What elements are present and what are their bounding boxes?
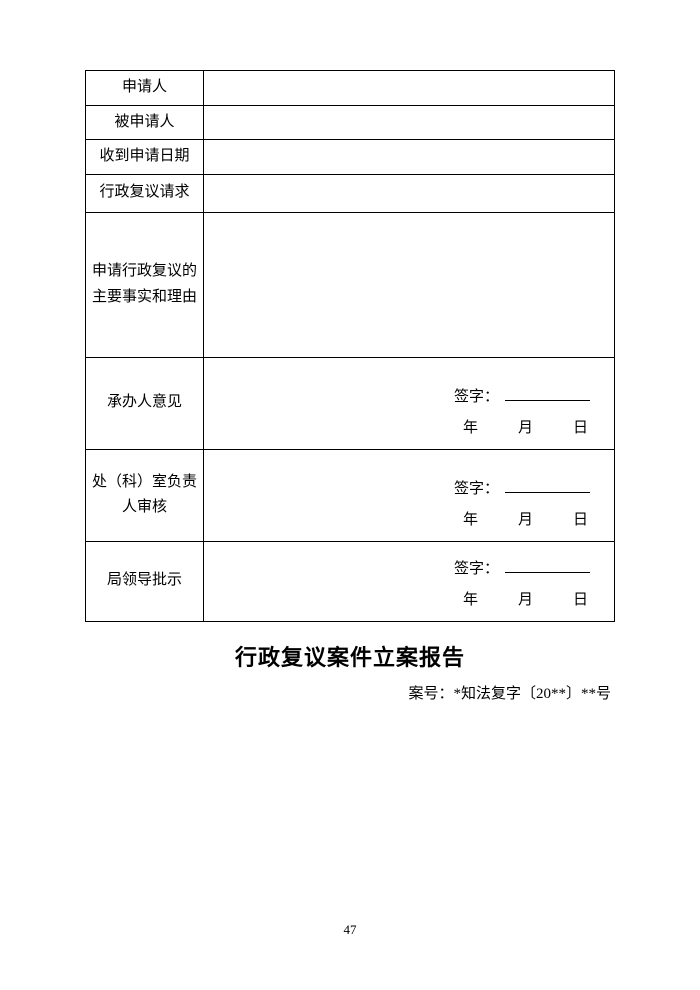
date-line: 年 月 日 [210,588,590,609]
label-bureau-approval: 局领导批示 [86,541,204,621]
page-number: 47 [0,922,700,938]
signature-label: 签字： [454,385,499,406]
signature-line [505,386,590,401]
date-line: 年 月 日 [210,416,590,437]
case-number: 案号：*知法复字〔20**〕**号 [85,682,615,703]
label-receive-date: 收到申请日期 [86,140,204,175]
label-handler-opinion: 承办人意见 [86,357,204,449]
label-dept-review: 处（科）室负责人审核 [86,449,204,541]
label-request: 行政复议请求 [86,174,204,212]
value-handler-opinion: 签字： 年 月 日 [204,357,615,449]
value-receive-date [204,140,615,175]
label-applicant: 申请人 [86,71,204,106]
signature-label: 签字： [454,557,499,578]
signature-line [505,558,590,573]
label-respondent: 被申请人 [86,105,204,140]
label-facts-reasons: 申请行政复议的主要事实和理由 [86,212,204,357]
value-bureau-approval: 签字： 年 月 日 [204,541,615,621]
signature-line [505,478,590,493]
value-request [204,174,615,212]
value-dept-review: 签字： 年 月 日 [204,449,615,541]
value-respondent [204,105,615,140]
date-line: 年 月 日 [210,508,590,529]
signature-label: 签字： [454,477,499,498]
form-table: 申请人 被申请人 收到申请日期 行政复议请求 申请行政复议的主要事实和理由 承办… [85,70,615,622]
value-applicant [204,71,615,106]
document-title: 行政复议案件立案报告 [85,640,615,672]
value-facts-reasons [204,212,615,357]
